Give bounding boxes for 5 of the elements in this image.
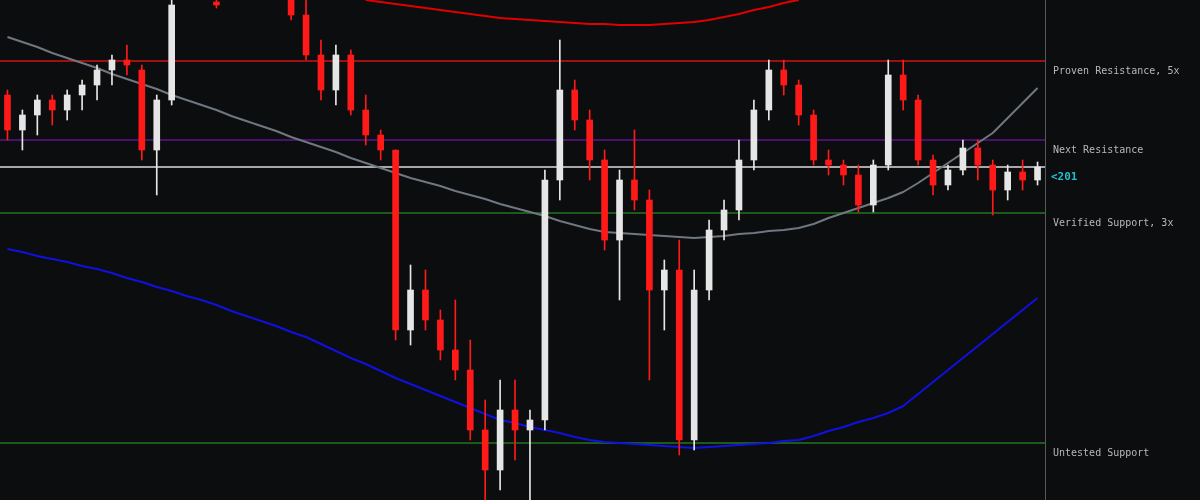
ref-line-label: Untested Support: [1053, 446, 1150, 458]
ref-line-label: Next Resistance: [1053, 143, 1144, 155]
ref-line-label: Verified Support, 3x: [1053, 216, 1174, 228]
text: <201: [1051, 169, 1078, 183]
ref-line-label: Proven Resistance, 5x: [1053, 64, 1180, 76]
